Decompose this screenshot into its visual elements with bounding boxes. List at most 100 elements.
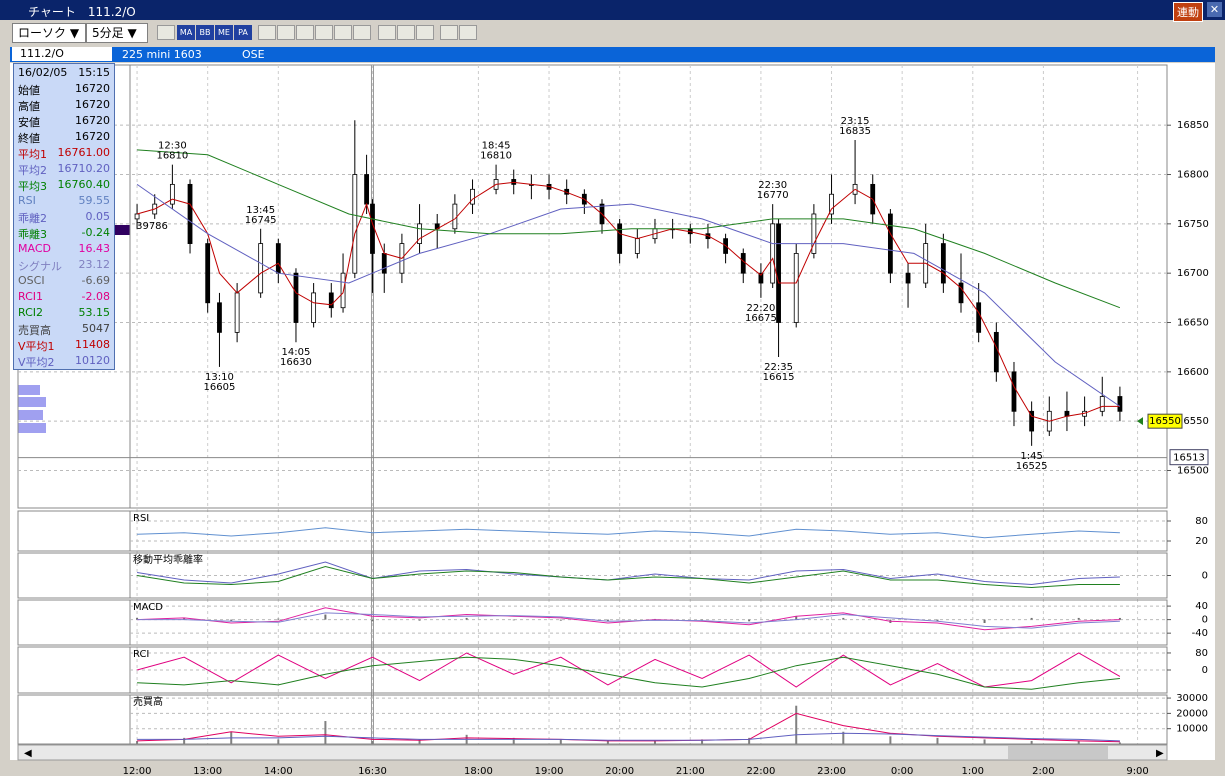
close-button[interactable]: ✕: [1207, 2, 1222, 17]
info-label: 平均1: [18, 148, 47, 161]
tool-icon[interactable]: MA: [177, 25, 195, 40]
y-tick-label: 16850: [1177, 120, 1209, 131]
tool-icon[interactable]: [353, 25, 371, 40]
info-row: OSCI -6.69: [18, 274, 112, 290]
candle-body: [381, 253, 387, 274]
annotation-value: 16810: [480, 151, 512, 162]
bar: [606, 740, 609, 744]
indicator-line: [137, 732, 1120, 742]
candle-body: [758, 272, 764, 284]
scrollbar[interactable]: [17, 744, 1168, 761]
chart-background: [10, 63, 1215, 760]
bar: [795, 705, 798, 744]
bar: [842, 731, 845, 744]
info-value: -6.69: [81, 274, 110, 287]
tool-icon[interactable]: [459, 25, 477, 40]
last-price-label: 16550: [1149, 416, 1181, 427]
x-tick-label: 1:00: [962, 766, 984, 776]
tool-icon[interactable]: [315, 25, 333, 40]
candle-body: [205, 243, 211, 304]
annotation-value: 16835: [839, 126, 871, 137]
info-panel: 16/02/05 15:15 始値 16720 高値 16720 安値 16720 終値 167…: [13, 63, 115, 370]
link-button[interactable]: 連動: [1173, 2, 1203, 22]
bar: [936, 619, 939, 622]
y-tick-label: 16750: [1177, 219, 1209, 230]
indicator-line: [137, 712, 1120, 743]
info-row: RCI1 -2.08: [18, 290, 112, 306]
indicator-line: [137, 561, 1120, 586]
candle-body: [1099, 396, 1105, 412]
panel-frame: [17, 510, 1168, 552]
info-date: 16/02/05: [18, 66, 68, 79]
bar: [418, 739, 421, 744]
tool-icon[interactable]: [258, 25, 276, 40]
tool-icon[interactable]: [334, 25, 352, 40]
bar: [1030, 617, 1033, 620]
info-row: V平均2 10120: [18, 354, 112, 370]
bar: [983, 739, 986, 744]
info-label: RCI1: [18, 290, 44, 303]
symbol-code: 111.2/O: [12, 47, 112, 61]
bar: [230, 619, 233, 622]
info-row: MACD 16.43: [18, 242, 112, 258]
info-label: MACD: [18, 242, 51, 255]
candle-body: [234, 292, 240, 333]
candle-body: [958, 282, 964, 304]
info-label: OSCI: [18, 274, 45, 287]
candle-body: [1117, 396, 1123, 412]
info-row: 平均2 16710.20: [18, 162, 112, 178]
scroll-thumb[interactable]: [1008, 746, 1108, 759]
y-tick-label: 0: [1202, 615, 1208, 626]
scroll-left[interactable]: ◀: [24, 748, 32, 759]
chart-type-select[interactable]: ローソク ▼: [12, 23, 86, 43]
tool-icon[interactable]: [277, 25, 295, 40]
annotation-value: 16630: [280, 357, 312, 368]
tool-icon[interactable]: [378, 25, 396, 40]
candle-body: [364, 174, 369, 205]
tool-icon[interactable]: [397, 25, 415, 40]
info-row: 始値 16720: [18, 82, 112, 98]
toolbar: ローソク ▼ 5分足 ▼ MA BB ME PA: [0, 21, 1225, 45]
interval-select[interactable]: 5分足 ▼: [86, 23, 148, 43]
bar: [701, 619, 704, 621]
tool-icon[interactable]: [157, 25, 175, 40]
candle-body: [311, 292, 317, 323]
candle-body: [887, 213, 893, 274]
candle-body: [811, 213, 817, 254]
scroll-right[interactable]: ▶: [1156, 748, 1164, 759]
info-row: シグナル 23.12: [18, 258, 112, 274]
annotation-value: 16745: [245, 215, 277, 226]
info-value: 10120: [75, 354, 110, 367]
y-tick-label: 10000: [1176, 724, 1208, 735]
candle-body: [217, 302, 222, 333]
bar: [324, 614, 327, 620]
tool-icon[interactable]: BB: [196, 25, 214, 40]
tool-icon[interactable]: PA: [234, 25, 252, 40]
info-value: -0.24: [81, 226, 110, 239]
tool-icon[interactable]: [440, 25, 458, 40]
tool-icon[interactable]: ME: [215, 25, 233, 40]
y-tick-label: 80: [1195, 648, 1208, 659]
info-label: 高値: [18, 100, 40, 113]
last-price-tag: [1147, 413, 1183, 429]
tool-icon[interactable]: [296, 25, 314, 40]
info-bar: 111.2/O 225 mini 1603 OSE: [10, 47, 1215, 62]
annotation-time: 13:45: [246, 205, 275, 216]
tool-icon[interactable]: [416, 25, 434, 40]
bar: [183, 737, 186, 744]
bar: [606, 619, 609, 622]
info-value: 5047: [82, 322, 110, 335]
annotation-time: 1:45: [1020, 451, 1042, 462]
annotation-time: 22:20: [746, 303, 775, 314]
bar: [842, 617, 845, 620]
info-row: RCI2 53.15: [18, 306, 112, 322]
bar: [136, 617, 139, 620]
candle-body: [258, 243, 264, 294]
candle-body: [617, 223, 623, 254]
y-tick-label: 80: [1195, 516, 1208, 527]
bar: [277, 739, 280, 744]
candle-body: [905, 272, 911, 284]
candle-body: [634, 238, 640, 254]
info-value: 16710.20: [57, 162, 111, 175]
